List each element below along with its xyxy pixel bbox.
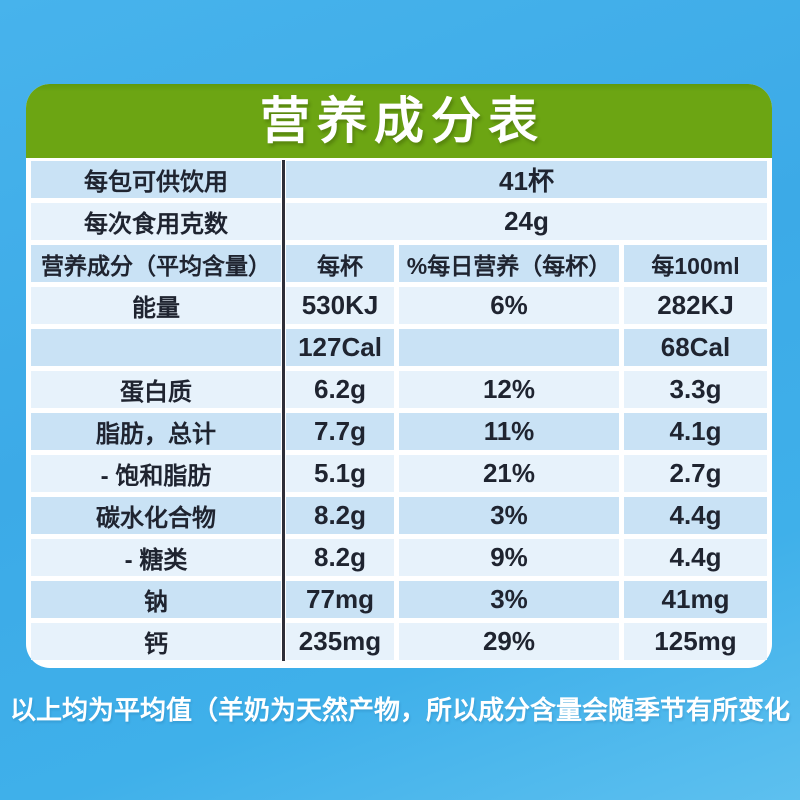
row-per-100ml: 282KJ: [624, 287, 767, 324]
page-title: 营养成分表: [260, 93, 545, 149]
row-label: 每次食用克数: [31, 203, 281, 240]
row-label: 蛋白质: [31, 371, 281, 408]
column-header-per-100ml: 每100ml: [624, 245, 767, 282]
nutrition-card: 营养成分表 每包可供饮用 41杯 每次食用克数 24g 营养成分（平均含量） 每…: [26, 84, 772, 668]
row-per-100ml: 4.4g: [624, 539, 767, 576]
row-value: 24g: [286, 203, 767, 240]
row-per-cup: 7.7g: [286, 413, 394, 450]
table-row-saturated-fat: - 饱和脂肪 5.1g 21% 2.7g: [31, 455, 767, 492]
row-per-100ml: 125mg: [624, 623, 767, 660]
table-header-row: 营养成分（平均含量） 每杯 %每日营养（每杯） 每100ml: [31, 245, 767, 282]
footnote-text: 以上均为平均值（羊奶为天然产物，所以成分含量会随季节有所变化: [9, 695, 790, 725]
row-label: - 饱和脂肪: [31, 455, 281, 492]
row-label: 钙: [31, 623, 281, 660]
nutrition-table: 每包可供饮用 41杯 每次食用克数 24g 营养成分（平均含量） 每杯 %每日营…: [31, 158, 767, 665]
table-row-sugars: - 糖类 8.2g 9% 4.4g: [31, 539, 767, 576]
row-per-100ml: 41mg: [624, 581, 767, 618]
row-daily-pct: 6%: [399, 287, 619, 324]
row-daily-pct: 11%: [399, 413, 619, 450]
row-daily-pct: 12%: [399, 371, 619, 408]
table-row-servings-per-pack: 每包可供饮用 41杯: [31, 161, 767, 198]
row-label: 钠: [31, 581, 281, 618]
table-row-energy: 能量 530KJ 6% 282KJ: [31, 287, 767, 324]
column-header-nutrient: 营养成分（平均含量）: [31, 245, 281, 282]
row-label: 碳水化合物: [31, 497, 281, 534]
row-per-100ml: 4.1g: [624, 413, 767, 450]
row-per-100ml: 4.4g: [624, 497, 767, 534]
table-row-protein: 蛋白质 6.2g 12% 3.3g: [31, 371, 767, 408]
row-per-cup: 77mg: [286, 581, 394, 618]
row-label: 每包可供饮用: [31, 161, 281, 198]
column-header-daily-pct: %每日营养（每杯）: [399, 245, 619, 282]
row-per-cup: 8.2g: [286, 497, 394, 534]
row-daily-pct: 9%: [399, 539, 619, 576]
row-per-cup: 127Cal: [286, 329, 394, 366]
row-per-cup: 235mg: [286, 623, 394, 660]
row-per-100ml: 3.3g: [624, 371, 767, 408]
table-row-calcium: 钙 235mg 29% 125mg: [31, 623, 767, 660]
row-per-cup: 6.2g: [286, 371, 394, 408]
row-per-cup: 5.1g: [286, 455, 394, 492]
row-label: [31, 329, 281, 366]
column-header-per-cup: 每杯: [286, 245, 394, 282]
row-per-cup: 8.2g: [286, 539, 394, 576]
table-row-serving-size: 每次食用克数 24g: [31, 203, 767, 240]
row-per-100ml: 68Cal: [624, 329, 767, 366]
row-label: 能量: [31, 287, 281, 324]
table-row-fat-total: 脂肪，总计 7.7g 11% 4.1g: [31, 413, 767, 450]
row-daily-pct: 21%: [399, 455, 619, 492]
row-value: 41杯: [286, 161, 767, 198]
row-per-cup: 530KJ: [286, 287, 394, 324]
row-daily-pct: 3%: [399, 497, 619, 534]
row-daily-pct: 3%: [399, 581, 619, 618]
table-row-energy-cal: 127Cal 68Cal: [31, 329, 767, 366]
table-row-sodium: 钠 77mg 3% 41mg: [31, 581, 767, 618]
column-divider-line: [282, 160, 285, 661]
nutrition-card-header: 营养成分表: [26, 84, 772, 158]
table-row-carbohydrate: 碳水化合物 8.2g 3% 4.4g: [31, 497, 767, 534]
row-daily-pct: [399, 329, 619, 366]
row-label: 脂肪，总计: [31, 413, 281, 450]
row-per-100ml: 2.7g: [624, 455, 767, 492]
row-daily-pct: 29%: [399, 623, 619, 660]
row-label: - 糖类: [31, 539, 281, 576]
